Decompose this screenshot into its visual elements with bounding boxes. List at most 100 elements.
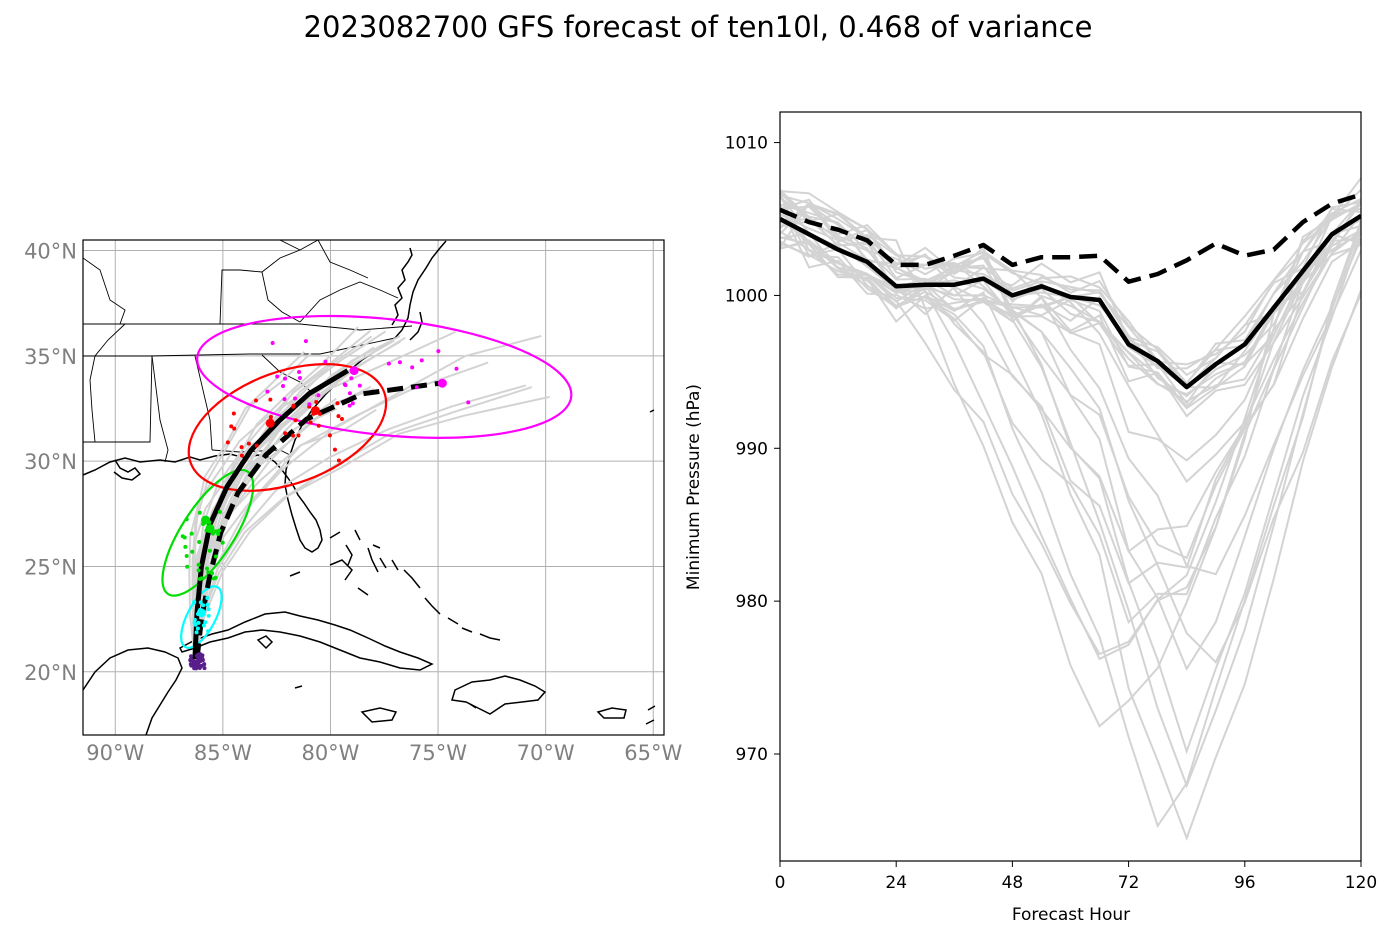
pressure-main-lines (780, 192, 1361, 390)
ensemble-position-dot (201, 603, 206, 608)
ensemble-position-dot (213, 575, 218, 580)
y-tick-label: 970 (736, 745, 768, 765)
pressure-ensemble-line (780, 206, 1361, 410)
ensemble-position-dot (197, 577, 202, 582)
ensemble-position-dot (239, 453, 244, 458)
ensemble-position-dot (194, 630, 199, 635)
ensemble-position-dot (283, 431, 288, 436)
ensemble-position-dot (297, 376, 302, 381)
ensemble-position-dot (282, 397, 287, 402)
y-tick-label: 990 (736, 439, 768, 459)
ensemble-position-dot (220, 540, 225, 545)
ensemble-position-dot (201, 623, 206, 628)
ensemble-position-dot (419, 358, 424, 363)
pressure-ensemble-line (780, 203, 1361, 484)
ensemble-position-dot (197, 539, 202, 544)
y-tick-label: 1010 (725, 134, 768, 154)
ensemble-position-dot (268, 414, 273, 419)
ensemble-position-dot (349, 376, 354, 381)
pressure-frame (779, 111, 1362, 862)
pressure-ensemble-line (780, 202, 1361, 370)
ensemble-position-dot (202, 662, 207, 667)
lon-tick-label: 65°W (624, 741, 682, 765)
ensemble-position-dot (336, 414, 341, 419)
ensemble-position-dot (213, 529, 218, 534)
y-tick-label: 1000 (725, 286, 768, 306)
ensemble-position-dot (397, 360, 402, 365)
ensemble-position-dot (196, 568, 201, 573)
ensemble-position-dot (206, 629, 211, 634)
ellipse-72h (187, 363, 388, 492)
ensemble-position-dot (268, 397, 273, 402)
ensemble-position-dot (190, 549, 195, 554)
ensemble-position-dot (210, 571, 215, 576)
ensemble-position-dot (205, 596, 210, 601)
pressure-ticks: 0 24 48 72 96 120 970 980 990 1000 1010 (725, 134, 1377, 893)
ensemble-position-dot (205, 602, 210, 607)
ensemble-position-dot (293, 418, 298, 423)
ensemble-position-dot (192, 600, 197, 605)
ensemble-position-dot (323, 359, 328, 364)
ensemble-position-dot (198, 600, 203, 605)
pressure-ensemble-line (780, 202, 1361, 385)
pressure-ensemble-line (780, 188, 1361, 661)
x-tick-label: 120 (1345, 873, 1377, 893)
ensemble-position-dot (232, 426, 237, 431)
ensemble-position-dot (229, 424, 234, 429)
ensemble-position-dot (293, 396, 298, 401)
pressure-ensemble-lines (780, 177, 1361, 842)
ensemble-position-dot (275, 374, 280, 379)
figure-title: 2023082700 GFS forecast of ten10l, 0.468… (303, 10, 1093, 44)
ensemble-position-dot (199, 654, 204, 659)
map-tick-labels: 90°W 85°W 80°W 75°W 70°W 65°W 40°N 35°N 30°N 25°N… (24, 240, 682, 765)
ensemble-position-dot (291, 404, 296, 409)
forecast-marker (196, 608, 206, 618)
x-tick-label: 72 (1118, 873, 1140, 893)
ensemble-position-dot (196, 660, 201, 665)
ensemble-position-dot (332, 447, 337, 452)
ensemble-position-dot (183, 544, 188, 549)
lat-tick-label: 25°N (24, 555, 77, 579)
ensemble-position-dot (314, 399, 319, 404)
ensemble-position-dot (466, 400, 471, 405)
ensemble-position-dot (436, 349, 441, 354)
ensemble-track (193, 395, 550, 660)
pressure-ensemble-line (780, 230, 1361, 664)
ensemble-position-dot (216, 532, 221, 537)
ensemble-position-dot (193, 622, 198, 627)
ensemble-position-dot (188, 658, 193, 663)
ensemble-position-dot (254, 443, 259, 448)
pressure-ensemble-line (780, 191, 1361, 625)
ensemble-position-dot (308, 420, 313, 425)
track-map-panel: 90°W 85°W 80°W 75°W 70°W 65°W 40°N 35°N 30°N 25°N… (24, 239, 682, 765)
forecast-marker (310, 406, 320, 416)
ensemble-position-dot (316, 423, 321, 428)
lon-tick-label: 90°W (86, 741, 144, 765)
ensemble-position-dot (189, 654, 194, 659)
ensemble-position-dot (414, 385, 419, 390)
map-frame (82, 239, 665, 736)
x-tick-label: 24 (885, 873, 907, 893)
ensemble-position-dot (195, 626, 200, 631)
pressure-ensemble-line (780, 242, 1361, 842)
pressure-ensemble-line (780, 241, 1361, 553)
forecast-marker (201, 515, 211, 525)
map-background (83, 240, 664, 735)
ensemble-position-dot (196, 620, 201, 625)
ensemble-position-dot (357, 383, 362, 388)
coastlines-and-borders (83, 240, 656, 735)
ensemble-position-dot (185, 564, 190, 569)
ensemble-position-dot (281, 383, 286, 388)
ensemble-position-dot (184, 553, 189, 558)
ensemble-position-dot (184, 517, 189, 522)
forecast-marker (265, 418, 275, 428)
ensemble-position-dot (307, 402, 312, 407)
ensemble-position-dot (217, 509, 222, 514)
y-tick-label: 980 (736, 592, 768, 612)
lon-tick-label: 85°W (194, 741, 252, 765)
ensemble-position-dot (206, 607, 211, 612)
ensemble-position-dot (339, 417, 344, 422)
ensemble-position-dot (327, 433, 332, 438)
ensemble-position-dot (194, 666, 199, 671)
x-tick-label: 0 (775, 873, 786, 893)
